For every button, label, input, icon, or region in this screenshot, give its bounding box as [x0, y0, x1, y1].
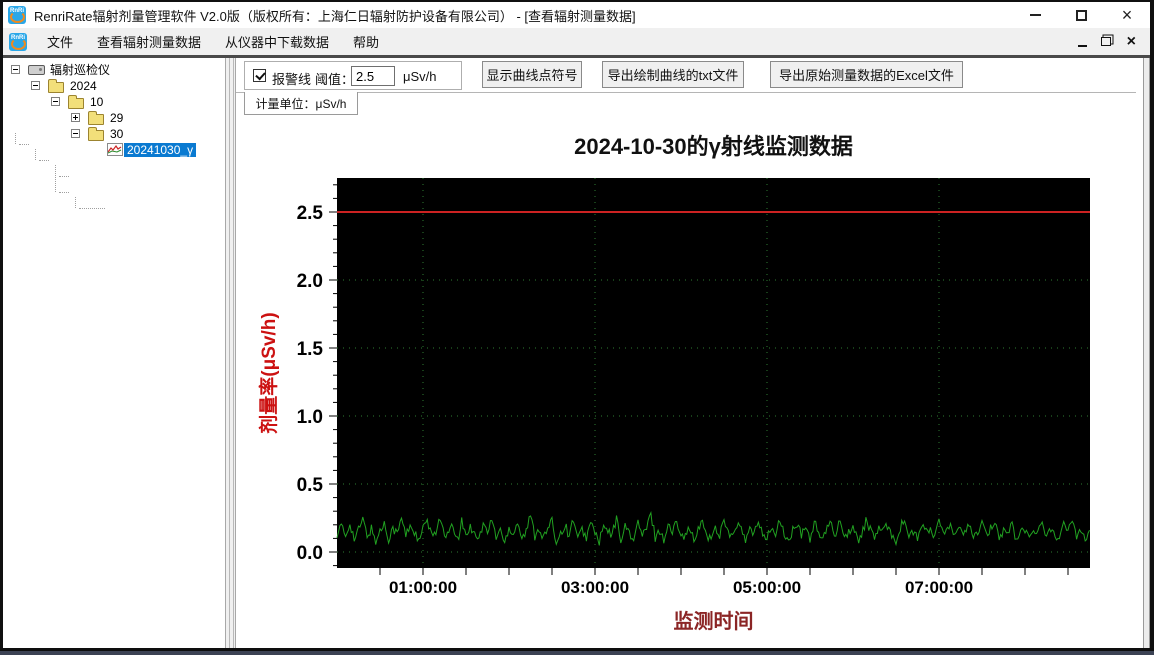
tree-connector [79, 208, 105, 209]
maximize-icon [1075, 9, 1087, 21]
plot-area [337, 178, 1090, 568]
tree-item-label[interactable]: 30 [110, 127, 124, 141]
mdi-close-button[interactable]: × [1126, 32, 1136, 50]
mdi-minimize-button[interactable] [1077, 44, 1087, 47]
minimize-icon [1029, 14, 1041, 16]
menu-view-measurement-data[interactable]: 查看辐射测量数据 [97, 35, 202, 50]
alarm-line-label: 报警线 [272, 72, 312, 87]
y-tick-label: 0.0 [297, 543, 323, 564]
minimize-button[interactable] [1012, 2, 1058, 28]
show-curve-points-button[interactable]: 显示曲线点符号 [482, 61, 582, 88]
threshold-label: 阈值： [315, 72, 355, 87]
main-panel: 报警线 阈值： μSv/h 显示曲线点符号 导出绘制曲线的txt文件 导出原始测… [236, 58, 1143, 648]
tree-connector [55, 165, 56, 192]
window-border-right-inner [1143, 58, 1150, 648]
window-title: RenriRate辐射剂量管理软件 V2.0版（版权所有：上海仁日辐射防护设备有… [34, 8, 636, 24]
alarm-line-checkbox[interactable] [253, 69, 266, 82]
tree-item-29[interactable]: 29 [3, 110, 225, 126]
y-tick-label: 2.0 [297, 271, 323, 292]
pane-splitter[interactable] [225, 58, 236, 648]
tree-item-label[interactable]: 辐射巡检仪 [50, 63, 111, 77]
app-logo-icon: RnRi [8, 6, 26, 24]
close-icon: × [1121, 5, 1133, 25]
tree-item-label[interactable]: 29 [110, 111, 124, 125]
tree-item-label[interactable]: 10 [90, 95, 104, 109]
x-tick-label: 05:00:00 [733, 578, 801, 597]
chart-title: 2024-10-30的γ射线监测数据 [574, 134, 853, 159]
threshold-unit-label: μSv/h [403, 69, 437, 84]
window-border-right [1150, 0, 1154, 648]
folder-icon [88, 111, 104, 125]
export-txt-button[interactable]: 导出绘制曲线的txt文件 [602, 61, 744, 88]
y-tick-label: 1.5 [297, 339, 324, 360]
tree-item-10[interactable]: 10 [3, 94, 225, 110]
tree-connector [39, 160, 49, 161]
tree-connector [59, 192, 69, 193]
tree-item-root[interactable]: 辐射巡检仪 [3, 62, 225, 78]
x-tick-label: 01:00:00 [389, 578, 457, 597]
window-border-left [0, 0, 3, 648]
collapse-icon[interactable] [31, 81, 40, 90]
title-bar: RnRi RenriRate辐射剂量管理软件 V2.0版（版权所有：上海仁日辐射… [3, 2, 1150, 28]
monitoring-chart-svg: 0.0 0.5 1.0 1.5 2.0 2.5 01:00:00 03:00:00 05:00:… [297, 178, 1090, 597]
collapse-icon[interactable] [71, 129, 80, 138]
chart-container: 2024-10-30的γ射线监测数据 剂量率(μSv/h) 监测时间 0.0 0.… [236, 115, 1143, 648]
menu-separator [3, 55, 1150, 58]
tab-measure-unit[interactable]: 计量单位：μSv/h [244, 92, 358, 115]
mdi-child-icon: RnRi [9, 32, 27, 51]
x-tick-label: 07:00:00 [905, 578, 973, 597]
tree-item-2024[interactable]: 2024 [3, 78, 225, 94]
window-border-bottom-accent [0, 651, 1154, 655]
device-icon [28, 65, 45, 75]
y-tick-label: 1.0 [297, 407, 323, 428]
menu-help[interactable]: 帮助 [353, 35, 380, 50]
mdi-restore-button[interactable] [1100, 37, 1111, 46]
app-logo-text: RnRi [10, 8, 24, 14]
folder-icon [48, 79, 64, 93]
chart-x-axis-label: 监测时间 [673, 611, 754, 633]
x-tick-label: 03:00:00 [561, 578, 629, 597]
tree-connector [35, 149, 36, 160]
tree-connector [59, 176, 69, 177]
threshold-input[interactable] [351, 66, 395, 86]
menu-download-from-instrument[interactable]: 从仪器中下载数据 [225, 35, 330, 50]
folder-icon [88, 127, 104, 141]
close-button[interactable]: × [1104, 2, 1150, 28]
collapse-icon[interactable] [11, 65, 20, 74]
tree-connector [19, 144, 29, 145]
y-tick-label: 2.5 [297, 203, 324, 224]
window-border-top [0, 0, 1154, 2]
dose-rate-line [336, 511, 1090, 547]
tree-connector [15, 133, 16, 144]
expand-icon[interactable] [71, 113, 80, 122]
tree-connector [75, 197, 76, 208]
alarm-settings-group: 报警线 阈值： μSv/h [244, 61, 462, 90]
y-tick-label: 0.5 [297, 475, 324, 496]
collapse-icon[interactable] [51, 97, 60, 106]
tree-item-label-selected[interactable]: 20241030_γ [124, 143, 197, 157]
chart-file-icon [107, 143, 123, 156]
tree-item-label[interactable]: 2024 [70, 79, 97, 93]
tree-item-30[interactable]: 30 [3, 126, 225, 142]
menu-bar: RnRi 文件 查看辐射测量数据 从仪器中下载数据 帮助 × [3, 28, 1150, 55]
tab-strip-line [236, 92, 1136, 93]
menu-file[interactable]: 文件 [47, 35, 74, 50]
export-excel-button[interactable]: 导出原始测量数据的Excel文件 [770, 61, 963, 88]
device-tree-panel: 辐射巡检仪 2024 10 29 30 20241030_γ [3, 58, 225, 648]
tree-item-dataset[interactable]: 20241030_γ [3, 142, 225, 158]
maximize-button[interactable] [1058, 2, 1104, 28]
folder-icon [68, 95, 84, 109]
